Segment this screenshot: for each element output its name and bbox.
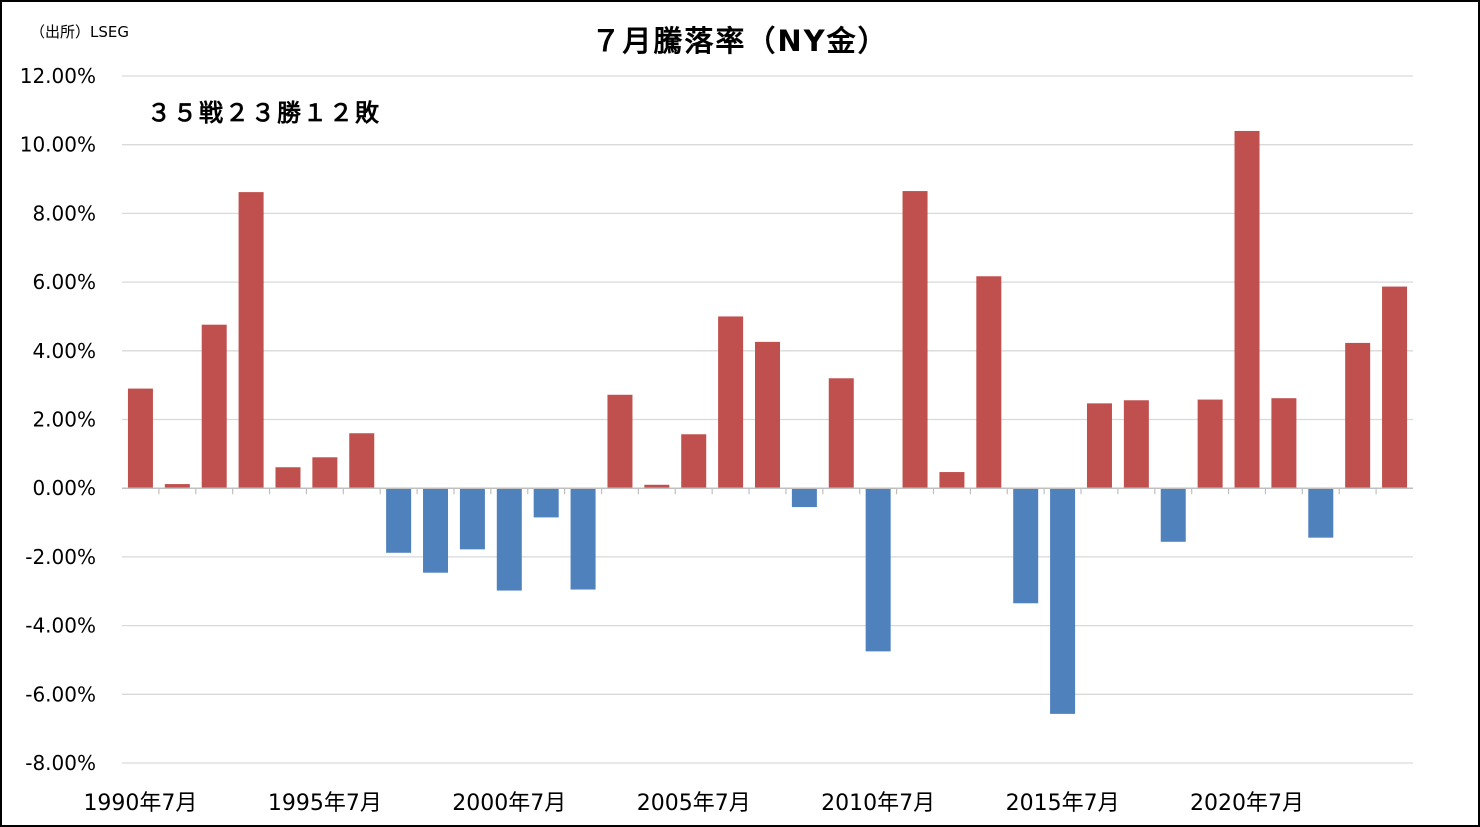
bar-2023年7月 bbox=[1345, 342, 1371, 489]
bar-2022年7月 bbox=[1308, 488, 1334, 538]
source-label: （出所）LSEG bbox=[30, 23, 129, 41]
bar-1993年7月 bbox=[238, 192, 264, 489]
x-tick-label: 2020年7月 bbox=[1190, 791, 1304, 816]
bar-2007年7月 bbox=[755, 341, 780, 489]
bar-2002年7月 bbox=[570, 488, 596, 590]
x-tick-label: 1995年7月 bbox=[268, 791, 382, 816]
bar-2010年7月 bbox=[865, 488, 891, 652]
y-tick-label: 10.00% bbox=[20, 133, 96, 157]
y-tick-label: 12.00% bbox=[20, 64, 96, 88]
bar-2024年7月 bbox=[1382, 286, 1408, 489]
x-axis-ticks: 1990年7月 1995年7月 2000年7月 2005年7月 2010年7月 2015年… bbox=[83, 791, 1304, 816]
x-tick-label: 1990年7月 bbox=[83, 791, 197, 816]
y-tick-label: 8.00% bbox=[32, 201, 96, 225]
bar-1997年7月 bbox=[386, 488, 412, 553]
win-loss-annotation: ３５戦２３勝１２敗 bbox=[147, 99, 381, 127]
bar-2017年7月 bbox=[1123, 400, 1149, 489]
bar-2021年7月 bbox=[1271, 398, 1297, 489]
bar-2009年7月 bbox=[828, 378, 854, 489]
bar-2008年7月 bbox=[791, 488, 817, 508]
chart-title: ７月騰落率（NY金） bbox=[591, 24, 889, 58]
bar-2018年7月 bbox=[1160, 488, 1186, 542]
bar-1999年7月 bbox=[459, 488, 485, 550]
bar-2004年7月 bbox=[644, 484, 670, 489]
bar-1990年7月 bbox=[127, 388, 153, 489]
y-axis-ticks: 12.00% 10.00% 8.00% 6.00% 4.00% 2.00% 0.00% -2.… bbox=[20, 64, 96, 775]
bar-2013年7月 bbox=[976, 276, 1002, 489]
x-tick-label: 2015年7月 bbox=[1006, 791, 1120, 816]
y-tick-label: -8.00% bbox=[25, 751, 96, 775]
bar-1995年7月 bbox=[312, 457, 338, 489]
bar-2020年7月 bbox=[1234, 130, 1260, 489]
bar-2011年7月 bbox=[902, 191, 928, 489]
bar-2005年7月 bbox=[681, 434, 707, 489]
x-tick-label: 2000年7月 bbox=[452, 791, 566, 816]
bar-1998年7月 bbox=[423, 488, 449, 573]
y-tick-label: 4.00% bbox=[32, 339, 96, 363]
bar-2012年7月 bbox=[939, 472, 965, 489]
bar-2000年7月 bbox=[496, 488, 522, 591]
bar-2015年7月 bbox=[1050, 488, 1076, 714]
bar-1996年7月 bbox=[349, 433, 375, 489]
bar-2001年7月 bbox=[533, 488, 559, 518]
bar-2016年7月 bbox=[1086, 403, 1112, 489]
y-tick-label: -4.00% bbox=[25, 614, 96, 638]
y-tick-label: -6.00% bbox=[25, 682, 96, 706]
x-axis bbox=[122, 487, 1413, 495]
bar-1994年7月 bbox=[275, 467, 301, 489]
bar-2006年7月 bbox=[718, 316, 744, 489]
x-tick-label: 2005年7月 bbox=[637, 791, 751, 816]
y-tick-label: 6.00% bbox=[32, 270, 96, 294]
y-tick-label: 0.00% bbox=[32, 476, 96, 500]
bars bbox=[127, 130, 1408, 714]
bar-2014年7月 bbox=[1013, 488, 1039, 604]
x-tick-label: 2010年7月 bbox=[821, 791, 935, 816]
y-tick-label: -2.00% bbox=[25, 545, 96, 569]
bar-1992年7月 bbox=[201, 324, 227, 489]
y-tick-label: 2.00% bbox=[32, 408, 96, 432]
bar-1991年7月 bbox=[164, 484, 190, 489]
bar-2003年7月 bbox=[607, 394, 633, 489]
bar-2019年7月 bbox=[1197, 399, 1223, 489]
